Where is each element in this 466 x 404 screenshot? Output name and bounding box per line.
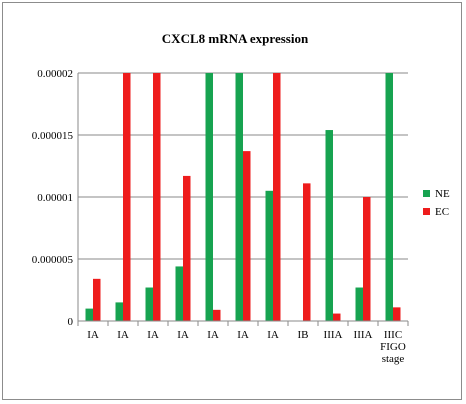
x-tick-label: IIIA [354,329,373,341]
bar-ec [123,73,131,321]
bar-ne [85,308,93,321]
bar-ec [303,183,311,321]
x-tick-label: IA [147,329,159,341]
bar-ec [93,278,101,321]
x-axis-note: stage [382,353,405,365]
y-tick-label: 0.000005 [32,254,74,266]
bar-ec [363,197,371,321]
y-tick-label: 0.000015 [32,130,74,142]
legend-label-ne: NE [435,188,450,200]
x-tick-label: IB [298,329,309,341]
bar-ec [273,73,281,321]
bar-ne [145,287,153,321]
x-tick-label: IA [237,329,249,341]
x-tick-label: IIIA [324,329,343,341]
axes [77,73,409,326]
x-tick-label: IA [207,329,219,341]
bar-ec [153,73,161,321]
y-tick-label: 0.00001 [37,192,73,204]
legend-swatch-ec [423,208,430,215]
bars [85,73,401,321]
bar-ec [393,307,401,321]
x-tick-label: IA [117,329,129,341]
bar-ne [175,266,183,321]
x-tick-label: IA [87,329,99,341]
bar-ec [333,313,341,321]
bar-ne [385,73,393,321]
bar-ec [183,175,191,321]
legend-label-ec: EC [435,206,449,218]
bar-ec [243,151,251,321]
bar-ne [115,302,123,321]
cxcl8-bar-chart: CXCL8 mRNA expression 0 0.000005 0.00001 0.… [32,31,450,365]
x-axis-note: FIGO [380,341,406,353]
x-tick-label: IA [267,329,279,341]
bar-ne [325,130,333,321]
y-tick-labels: 0 0.000005 0.00001 0.000015 0.00002 [32,68,74,328]
y-tick-label: 0 [68,316,74,328]
chart-title: CXCL8 mRNA expression [162,31,309,46]
bar-ne [235,73,243,321]
legend-swatch-ne [423,190,430,197]
chart-frame: CXCL8 mRNA expression 0 0.000005 0.00001 0.… [2,2,462,400]
bar-ec [213,309,221,321]
bar-ne [205,73,213,321]
bar-ne [265,190,273,321]
legend: NE EC [423,188,450,218]
y-tick-label: 0.00002 [37,68,73,80]
bar-ne [355,287,363,321]
x-tick-label: IIIC [384,329,402,341]
x-tick-label: IA [177,329,189,341]
